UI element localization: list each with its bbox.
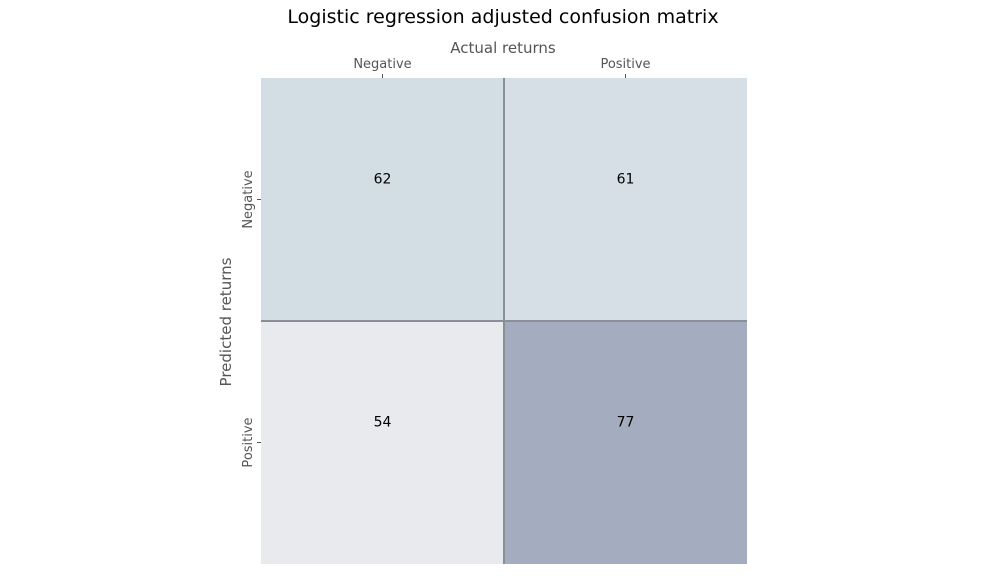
- y-tick-label: Negative: [241, 170, 256, 228]
- x-axis-ticks: Negative Positive: [353, 57, 651, 78]
- chart-title: Logistic regression adjusted confusion m…: [287, 6, 718, 28]
- y-axis-title: Predicted returns: [217, 257, 235, 386]
- y-tick-label: Positive: [241, 417, 256, 467]
- x-tick-label: Positive: [600, 57, 650, 72]
- cell-value-label: 61: [617, 172, 635, 188]
- cell-value-label: 77: [617, 415, 635, 431]
- x-tick-label: Negative: [353, 57, 411, 72]
- x-axis-title: Actual returns: [450, 39, 556, 57]
- cell-dividers: [261, 78, 747, 564]
- matrix-cell: [504, 78, 747, 321]
- matrix-cell: [504, 321, 747, 564]
- cell-value-label: 54: [374, 415, 392, 431]
- matrix-cell: [261, 78, 504, 321]
- heatmap-cells: 62 61 54 77: [261, 78, 747, 564]
- cell-value-label: 62: [374, 172, 392, 188]
- matrix-cell: [261, 321, 504, 564]
- y-axis-ticks: Negative Positive: [241, 170, 261, 468]
